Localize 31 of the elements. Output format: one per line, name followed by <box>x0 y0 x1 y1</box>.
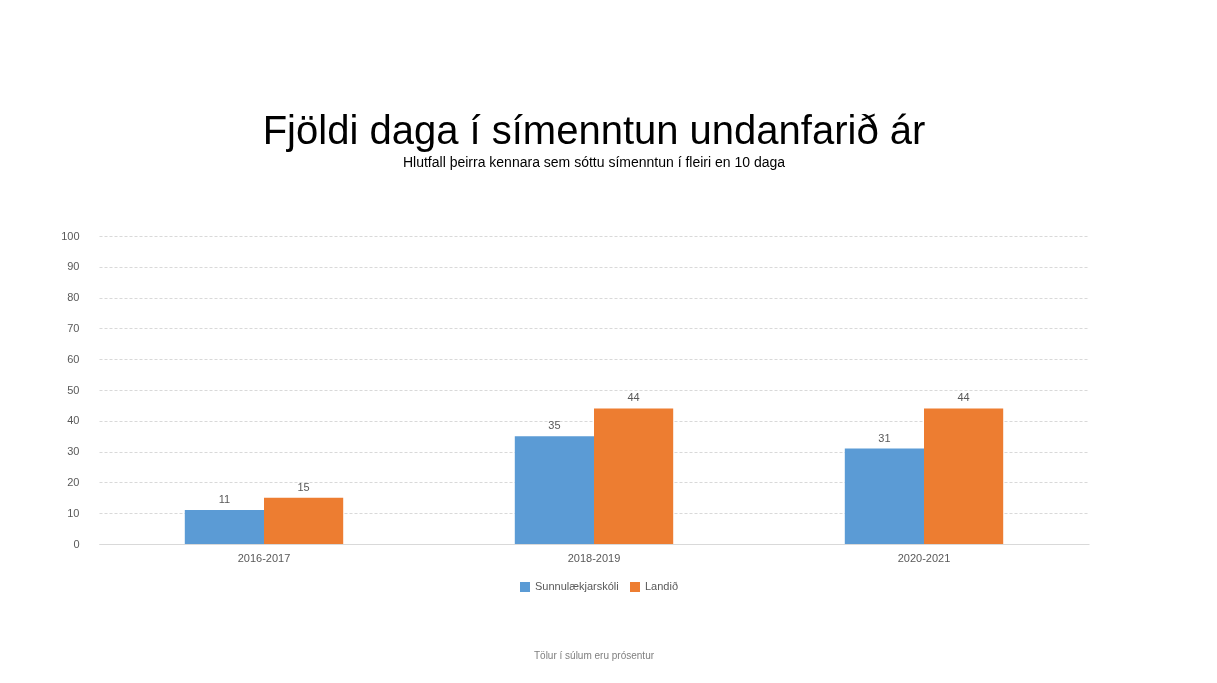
y-tick-label: 40 <box>67 414 80 427</box>
bar <box>924 408 1004 544</box>
y-tick-label: 60 <box>67 352 80 365</box>
legend-label: Sunnulækjarskóli <box>535 580 619 592</box>
data-label: 15 <box>297 480 310 493</box>
text: Tölur í súlum eru prósentur <box>533 650 655 661</box>
data-label: 31 <box>878 431 891 444</box>
x-tick-label: 2016-2017 <box>237 551 291 564</box>
bar <box>264 497 344 544</box>
y-tick-label: 20 <box>67 475 80 488</box>
y-tick-label: 0 <box>73 537 80 550</box>
legend-label: Landið <box>645 580 679 592</box>
y-tick-label: 70 <box>67 321 80 334</box>
chart-subtitle: Hlutfall þeirra kennara sem sóttu símenntun í fleiri en 10 daga <box>402 154 786 170</box>
x-tick-label: 2020-2021 <box>897 551 951 564</box>
bar <box>514 436 594 544</box>
bar <box>184 510 264 544</box>
data-label: 44 <box>627 391 640 404</box>
y-tick-label: 10 <box>67 506 80 519</box>
chart-title: Fjöldi daga í símenntun undanfarið ár <box>262 108 926 152</box>
y-tick-label: 90 <box>67 260 80 273</box>
bar <box>844 448 924 544</box>
data-label: 11 <box>218 493 231 506</box>
y-tick-label: 80 <box>67 291 80 304</box>
bar <box>594 408 674 544</box>
y-tick-label: 30 <box>67 445 80 458</box>
y-tick-label: 100 <box>61 229 80 242</box>
y-tick-label: 50 <box>67 383 80 396</box>
data-label: 35 <box>548 419 561 432</box>
x-tick-label: 2018-2019 <box>567 551 621 564</box>
data-label: 44 <box>957 391 970 404</box>
